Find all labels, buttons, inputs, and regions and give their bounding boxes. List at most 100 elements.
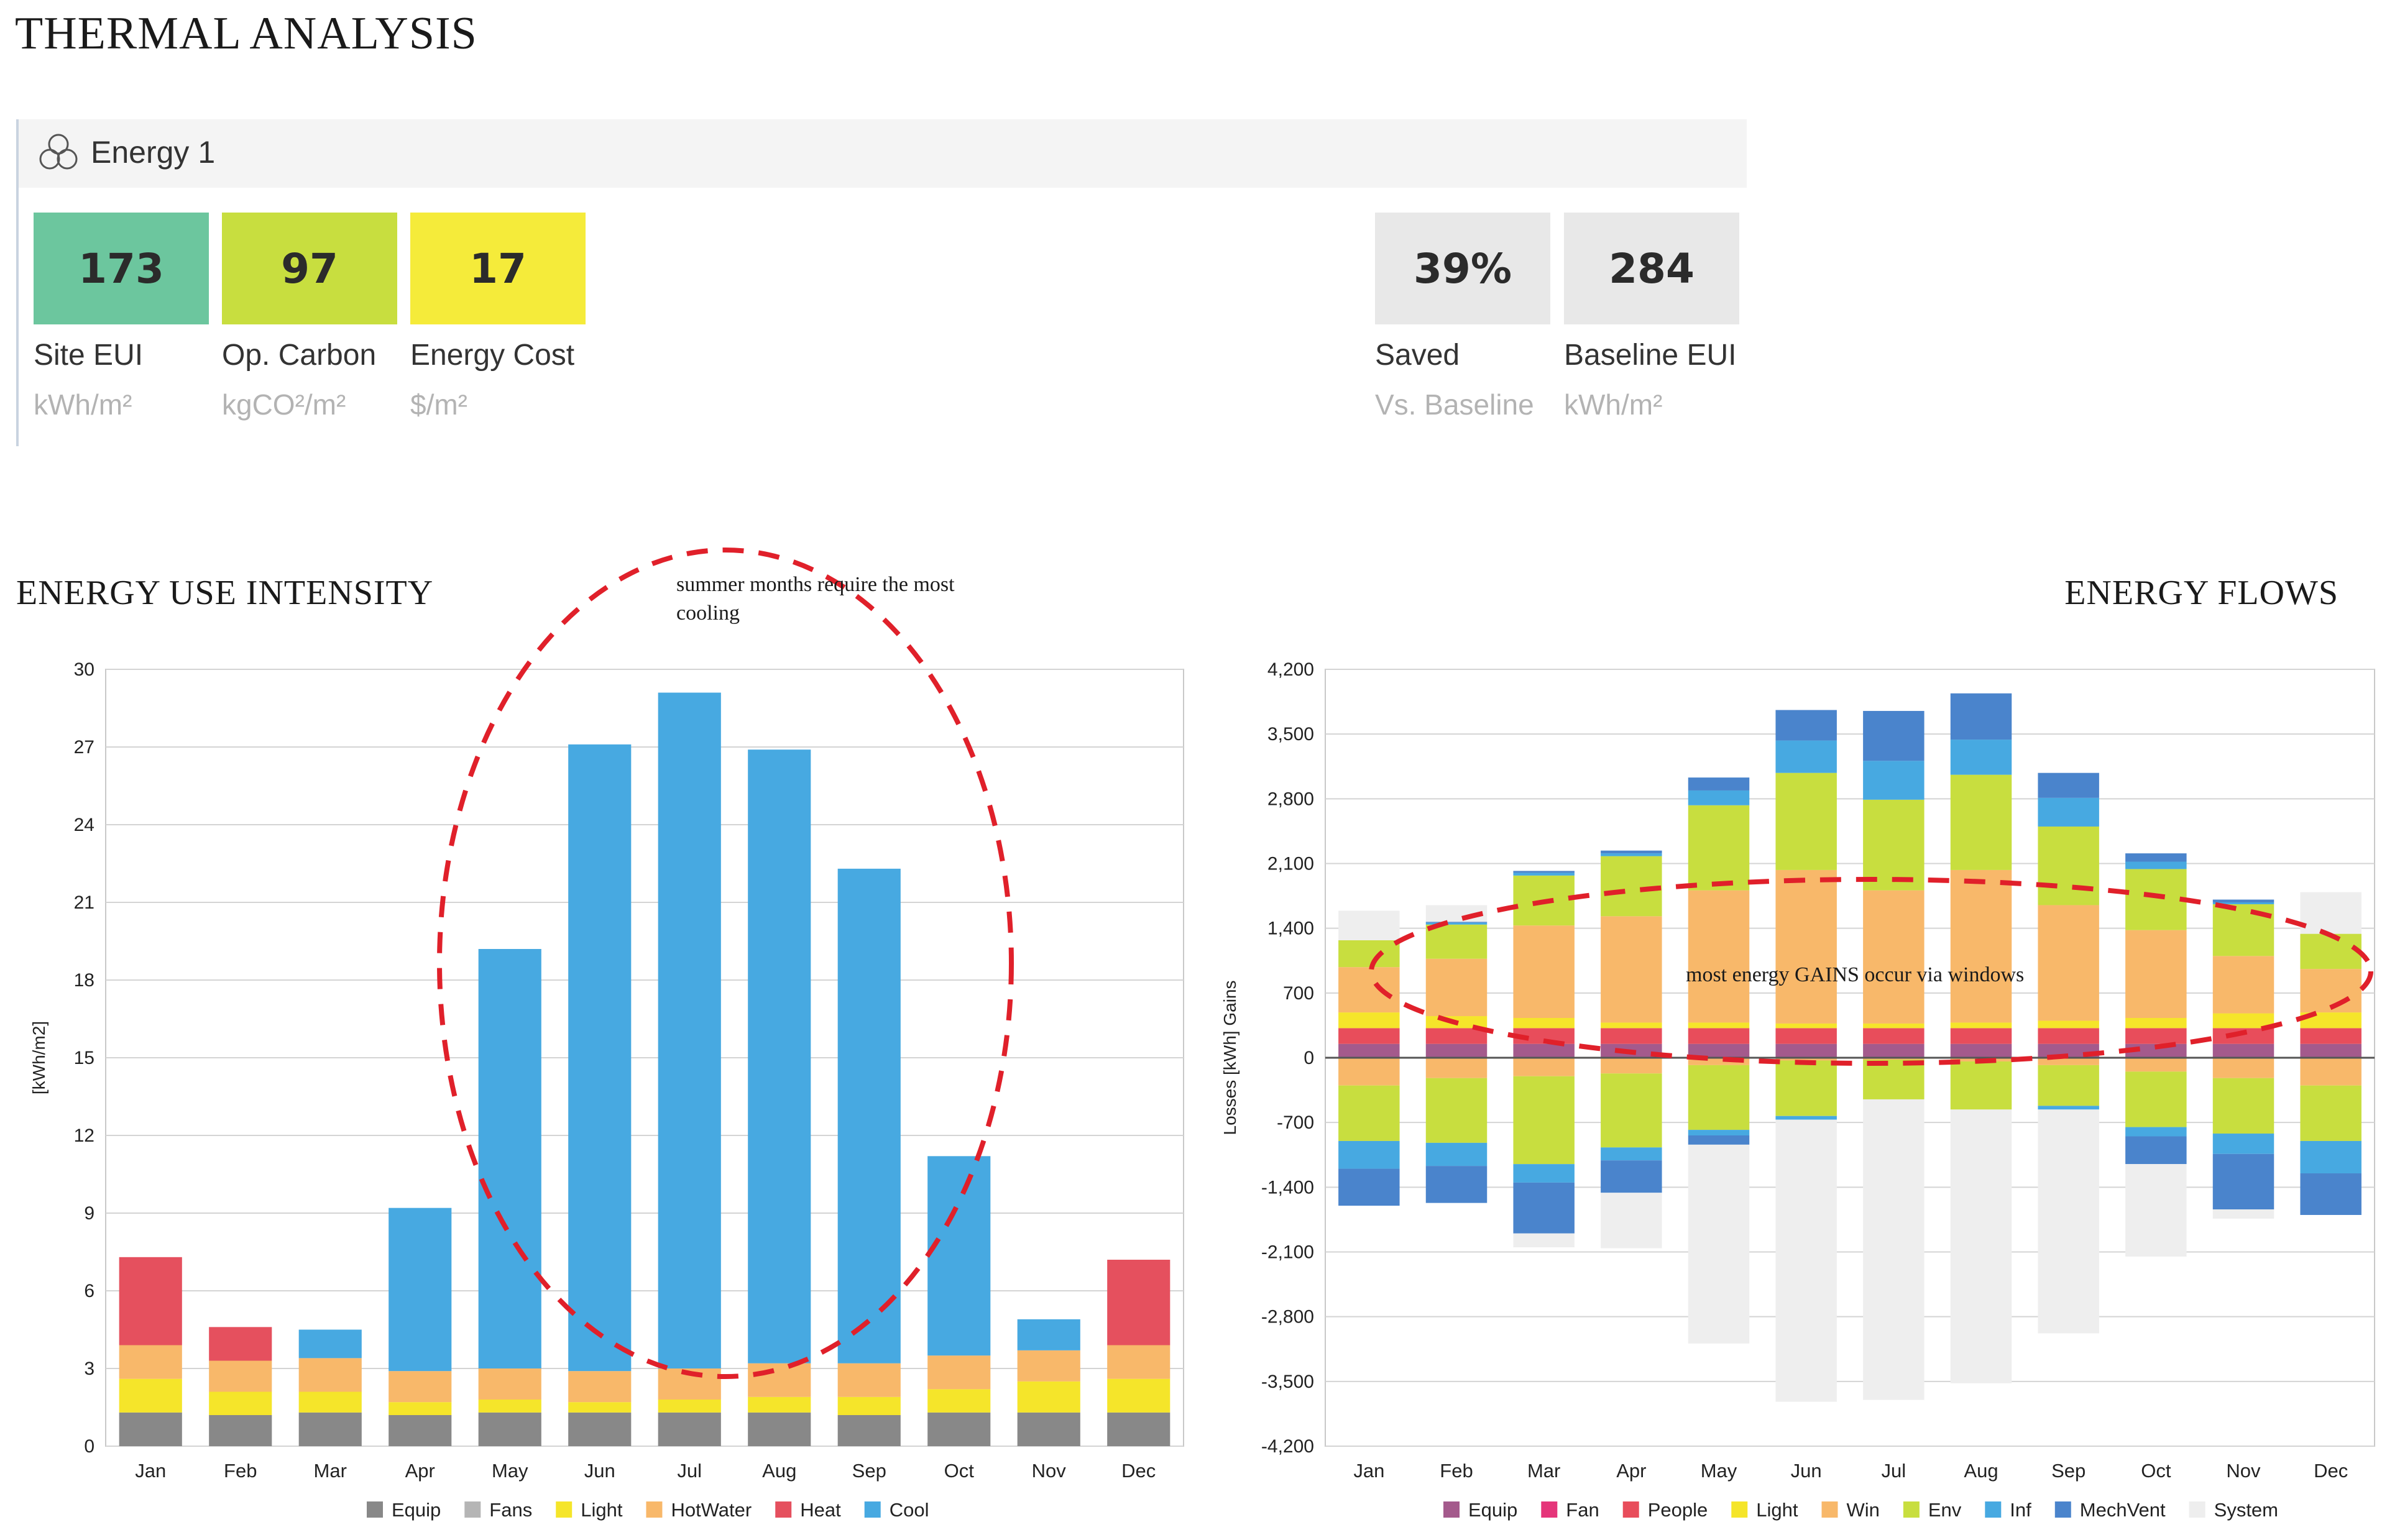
legend-swatch [1443,1501,1460,1518]
bar-segment [837,868,901,1364]
bar-segment [1863,1028,1925,1044]
bar-segment [478,1368,541,1400]
legend-swatch [646,1501,663,1518]
bar-segment [2038,1020,2099,1029]
bar-segment [1863,890,1925,1024]
bar-segment [1950,1109,2012,1383]
bar-segment [1863,799,1925,891]
x-tick-label: Apr [405,1460,435,1482]
y-tick-label: 12 [74,1125,94,1146]
bar-segment [1688,1058,1750,1065]
bar-segment [1425,1166,1488,1203]
y-tick-label: 24 [74,815,94,835]
op-carbon-value: 97 [281,244,338,293]
bar-segment [2212,902,2274,904]
x-tick-label: Oct [944,1460,975,1482]
bar-segment [1688,1043,1750,1058]
bar-segment [2300,892,2362,934]
y-tick-label: 2,800 [1267,789,1314,809]
bar-segment [1863,1043,1925,1058]
bar-segment [1425,1016,1488,1029]
bar-segment [1601,850,1662,854]
bar-segment [2125,1127,2187,1137]
three-circles-icon [39,134,78,170]
x-tick-label: Apr [1616,1460,1646,1482]
bar-segment [1775,1043,1837,1058]
panel-title: Energy 1 [91,135,216,170]
bar-segment [389,1371,452,1403]
x-tick-label: May [1701,1460,1737,1482]
bar-segment [927,1389,991,1413]
bar-segment [1425,1043,1488,1058]
eui-section-title: ENERGY USE INTENSITY [16,574,434,612]
bar-segment [568,744,632,1372]
bar-segment [2125,1043,2187,1058]
bar-segment [1513,871,1575,873]
legend-swatch [464,1501,481,1518]
bar-segment [1513,873,1575,876]
bar-segment [2125,1164,2187,1257]
energy-cost-tile[interactable]: 17 [410,213,586,324]
panel-header[interactable]: Energy 1 [19,119,1747,188]
bar-segment [1950,1022,2012,1029]
bar-segment [2125,1028,2187,1044]
saved-tile[interactable]: 39% [1375,213,1550,324]
x-tick-label: Sep [2051,1460,2086,1482]
energy-flows-chart: -4,200 -3,500 -2,800 -2,100 -1,400 -700 0 700 1,… [1220,659,2375,1521]
bar-segment [1425,1078,1488,1143]
legend-swatch [1985,1501,2002,1518]
bar-segment [1688,1065,1750,1130]
y-tick-label: 18 [74,970,94,991]
legend-entry: Env [1928,1499,1962,1521]
site-eui-tile[interactable]: 173 [34,213,209,324]
bar-segment [1017,1319,1080,1350]
x-tick-label: Jul [1882,1460,1906,1482]
bar-segment [1338,910,1400,941]
bar-segment [2038,1058,2099,1065]
legend-swatch [1903,1501,1920,1518]
legend-entry: Win [1846,1499,1879,1521]
bar-segment [1017,1412,1080,1446]
bar-segment [1601,1022,1662,1029]
bar-segment [1338,1085,1400,1141]
legend-entry: Heat [800,1499,841,1521]
bar-segment [1863,1099,1925,1400]
bar-segment [1688,890,1750,1023]
bar-segment [1688,1130,1750,1135]
bar-segment [389,1208,452,1372]
x-tick-label: Jan [135,1460,166,1482]
legend-entry: Fan [1566,1499,1599,1521]
legend-entry: Cool [890,1499,929,1521]
bar-segment [1775,710,1837,741]
y-tick-label: -3,500 [1261,1372,1314,1392]
bar-segment [1601,1073,1662,1148]
bar-segment [1775,1119,1837,1402]
bar-segment [2300,1012,2362,1029]
legend-entry: Fans [489,1499,532,1521]
y-tick-label: 27 [74,737,94,758]
op-carbon-tile[interactable]: 97 [222,213,397,324]
site-eui-unit: kWh/m² [34,388,132,421]
energy-cost-unit: $/m² [410,388,467,421]
page-title: THERMAL ANALYSIS [15,8,477,59]
x-tick-label: Dec [1121,1460,1156,1482]
bar-segment [1107,1378,1171,1413]
bar-segment [1950,774,2012,870]
bar-segment [1601,1058,1662,1074]
bar-segment [1338,940,1400,968]
x-tick-label: Jul [677,1460,702,1482]
legend-entry: MechVent [2080,1499,2166,1521]
bar-segment [119,1257,182,1345]
bar-segment [1425,922,1488,925]
y-tick-label: -4,200 [1261,1436,1314,1457]
bar-segment [119,1412,182,1446]
baseline-eui-tile[interactable]: 284 [1564,213,1739,324]
x-tick-label: Feb [224,1460,257,1482]
bar-segment [2125,1058,2187,1072]
bar-segment [1775,740,1837,773]
legend-swatch [2189,1501,2205,1518]
bar-segment [1863,1059,1925,1099]
legend-entry: Equip [1468,1499,1517,1521]
site-eui-value: 173 [78,244,164,293]
legend-swatch [775,1501,792,1518]
